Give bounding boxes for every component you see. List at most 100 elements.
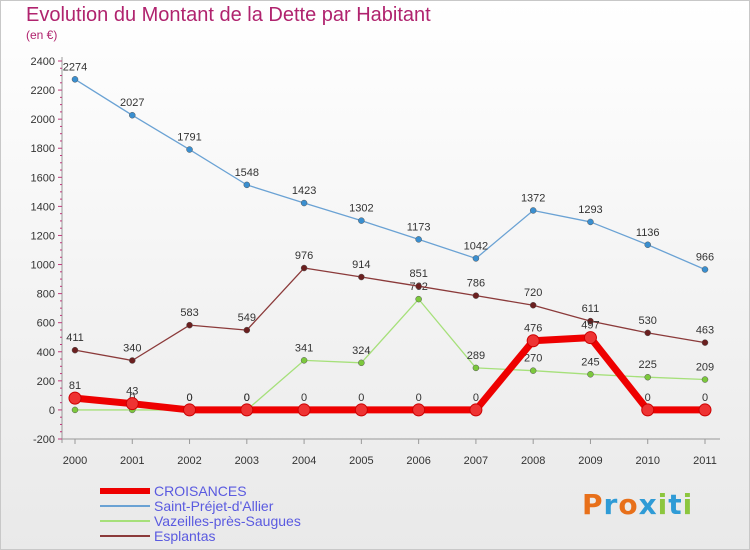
data-point [297, 403, 311, 417]
data-label: 1136 [636, 227, 660, 239]
data-label: 81 [69, 380, 81, 392]
chart-subtitle: (en €) [26, 28, 58, 42]
data-point [644, 241, 651, 249]
data-label: 43 [126, 386, 138, 398]
data-label: 497 [581, 320, 599, 332]
data-label: 289 [467, 350, 485, 362]
data-point [469, 403, 483, 417]
x-tick-label: 2006 [406, 455, 430, 467]
data-label: 786 [467, 278, 485, 290]
data-point [71, 76, 79, 83]
data-label: 463 [696, 325, 714, 337]
logo-letter: r [603, 488, 619, 521]
data-point [125, 397, 139, 411]
data-label: 0 [702, 392, 708, 404]
series-line [74, 78, 706, 271]
data-point [526, 334, 540, 348]
data-label: 530 [639, 315, 657, 327]
data-point [701, 376, 709, 383]
data-label: 0 [186, 392, 192, 404]
data-label: 583 [180, 307, 198, 319]
data-point [129, 111, 136, 119]
y-tick-label: 600 [37, 318, 55, 330]
data-label: 0 [473, 392, 479, 404]
logo-letter: P [582, 488, 604, 521]
data-point [186, 321, 193, 329]
data-label: 1042 [464, 240, 488, 252]
y-tick-label: 1800 [31, 143, 55, 155]
x-tick-label: 2001 [120, 455, 144, 467]
y-tick-label: 1600 [31, 172, 55, 184]
x-tick-label: 2004 [292, 455, 316, 467]
proxiti-logo: Proxiti [582, 488, 693, 521]
x-tick-label: 2008 [521, 455, 545, 467]
data-point [587, 218, 594, 226]
data-point [472, 255, 480, 262]
data-label: 324 [352, 345, 370, 357]
data-label: 0 [244, 392, 250, 404]
legend-label: Saint-Préjet-d'Allier [154, 498, 274, 514]
y-tick-label: 800 [37, 289, 55, 301]
data-point [358, 273, 365, 281]
data-label: 0 [301, 392, 307, 404]
data-label: 209 [696, 362, 714, 374]
data-point [300, 264, 308, 272]
x-tick-label: 2005 [349, 455, 373, 467]
legend-label: Esplantas [154, 528, 216, 544]
x-tick-label: 2010 [635, 455, 659, 467]
data-point [243, 326, 251, 334]
y-tick-label: 2200 [31, 85, 55, 97]
data-point [300, 357, 308, 364]
data-label: 976 [295, 250, 313, 262]
series-line [75, 298, 706, 411]
data-label: 1372 [521, 192, 545, 204]
data-label: 2274 [63, 61, 87, 73]
data-label: 0 [416, 392, 422, 404]
data-point [354, 403, 368, 417]
data-label: 1423 [292, 185, 316, 197]
data-label: 966 [696, 251, 714, 263]
data-point [529, 367, 537, 374]
legend-swatch [100, 488, 150, 494]
legend-swatch [100, 535, 150, 537]
data-label: 340 [123, 342, 141, 354]
y-tick-label: 1000 [31, 260, 55, 272]
data-label: 1293 [578, 204, 602, 216]
data-label: 2027 [120, 97, 144, 109]
data-label: 245 [581, 356, 599, 368]
data-point [701, 339, 709, 346]
series-line [74, 334, 705, 414]
data-label: 0 [645, 392, 651, 404]
x-tick-label: 2003 [235, 455, 259, 467]
logo-letter: t [668, 488, 683, 521]
data-point [415, 236, 422, 243]
legend-swatch [100, 505, 150, 507]
y-tick-label: 2000 [31, 114, 55, 126]
data-point [186, 146, 193, 153]
data-label: 411 [66, 332, 84, 344]
logo-letter: x [638, 488, 658, 521]
data-label: 476 [524, 323, 542, 335]
chart-title: Evolution du Montant de la Dette par Hab… [26, 4, 431, 26]
data-point [68, 391, 82, 405]
data-point [641, 403, 655, 417]
data-label: 0 [244, 392, 250, 404]
data-point [701, 266, 709, 273]
data-label: 270 [524, 353, 542, 365]
data-point [358, 359, 365, 367]
data-label: 225 [639, 359, 657, 371]
y-tick-label: 200 [37, 376, 55, 388]
logo-letter: i [682, 488, 694, 521]
y-tick-label: 1200 [31, 230, 55, 242]
data-point [529, 207, 537, 214]
data-label: 341 [295, 342, 313, 354]
data-label: 851 [409, 268, 427, 280]
x-tick-label: 2007 [464, 455, 488, 467]
data-point [243, 181, 251, 189]
data-point [587, 317, 594, 325]
data-label: 914 [352, 259, 370, 271]
y-tick-label: -200 [33, 434, 55, 446]
data-point [529, 301, 537, 309]
data-label: 1791 [177, 132, 201, 144]
